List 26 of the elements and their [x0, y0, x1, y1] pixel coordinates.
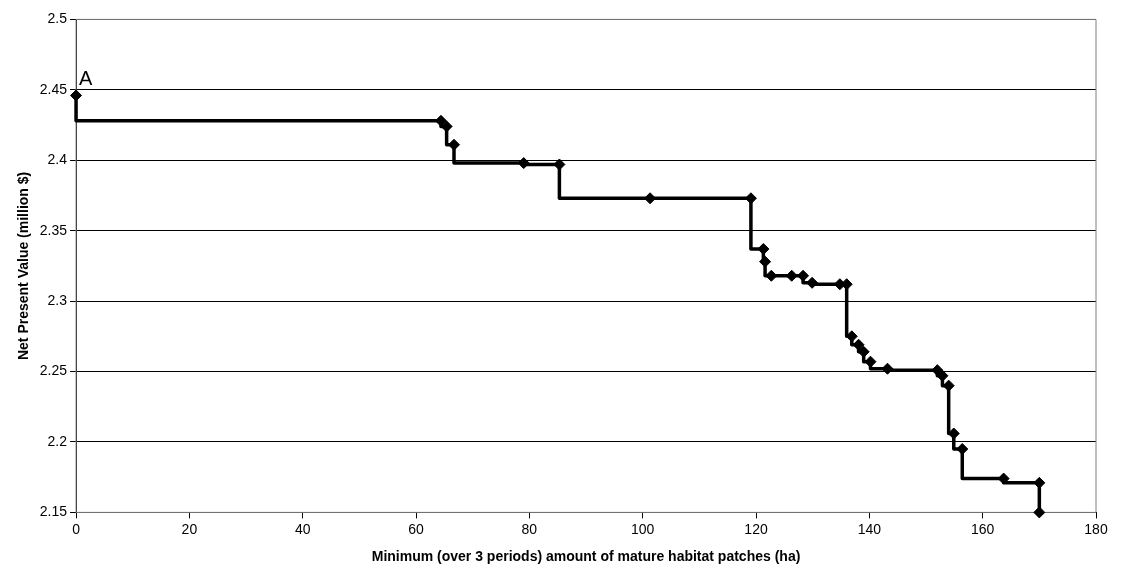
point	[806, 276, 819, 289]
y-tick-label: 2.45	[39, 80, 68, 97]
point	[797, 269, 810, 282]
annotation: A	[79, 66, 94, 89]
y-tick-label: 2.25	[39, 362, 68, 379]
point	[757, 243, 770, 255]
x-tick-label: 180	[1084, 520, 1108, 537]
y-axis-title: Net Present Value (million $)	[15, 171, 32, 361]
y-tick-label: 2.35	[39, 221, 68, 238]
y-tick-label: 2.2	[47, 432, 68, 449]
x-tick-label: 0	[72, 520, 81, 537]
x-tick-label: 160	[970, 520, 995, 537]
x-tick-label: 140	[857, 520, 882, 537]
x-tick-label: 60	[408, 520, 425, 537]
x-axis-title: Minimum (over 3 periods) amount of mature habitat patches (ha)	[371, 548, 801, 565]
x-tick-label: 20	[181, 520, 198, 537]
point	[448, 138, 460, 151]
y-tick-label: 2.4	[47, 151, 68, 168]
x-tick-label: 40	[294, 520, 311, 537]
y-tick-label: 2.5	[47, 10, 68, 27]
x-tick-label: 120	[744, 520, 768, 537]
y-tick-label: 2.15	[39, 503, 68, 520]
point	[759, 255, 772, 268]
x-tick-label: 100	[631, 520, 655, 537]
x-tick-label: 80	[521, 520, 538, 537]
y-tick-label: 2.3	[47, 291, 68, 308]
